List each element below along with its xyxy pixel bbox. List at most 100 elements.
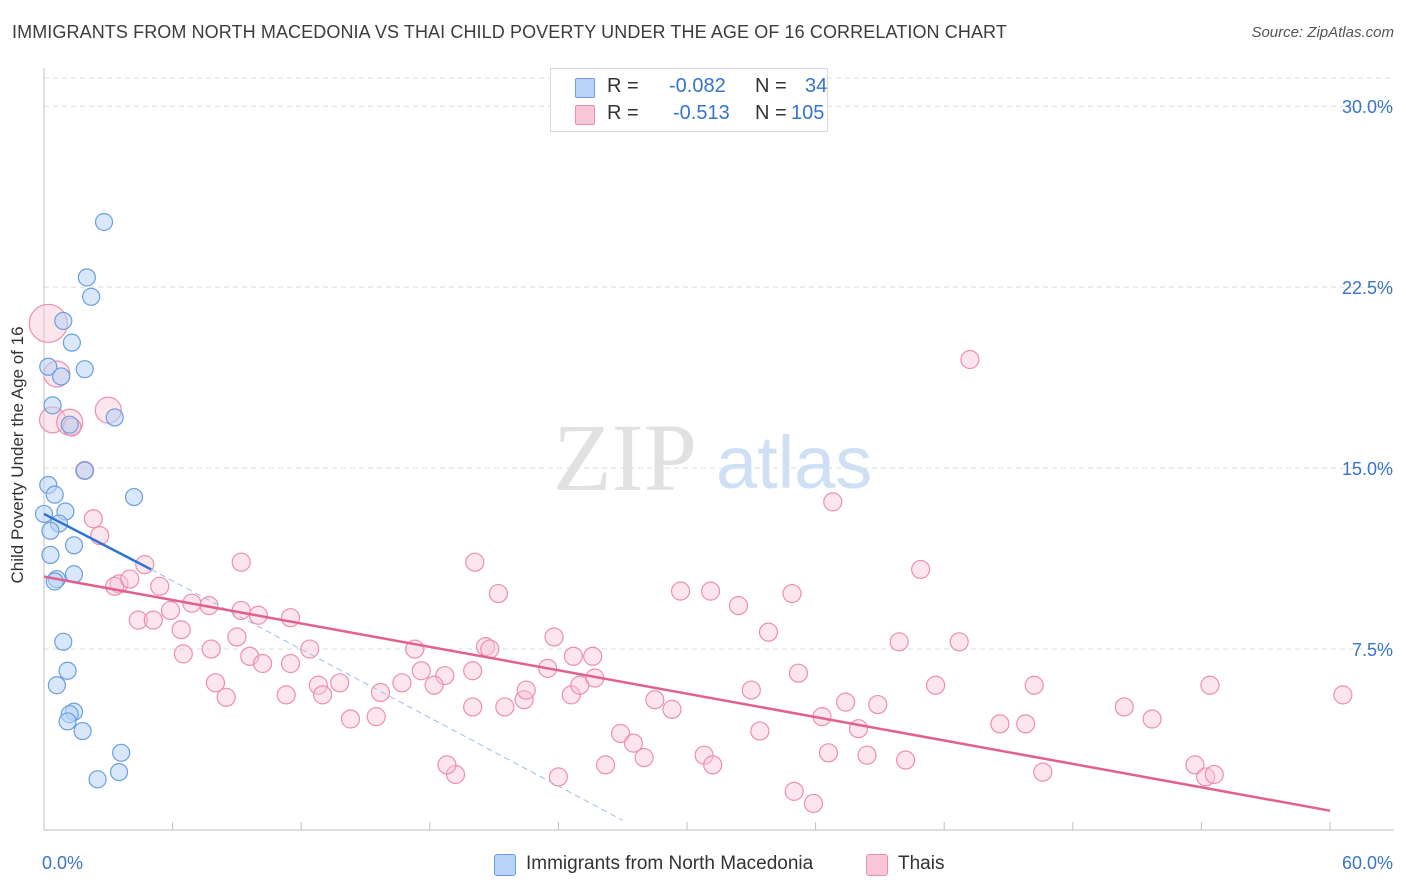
thais-point	[595, 755, 616, 775]
thais-point	[1204, 764, 1224, 785]
thais-point	[583, 646, 603, 666]
thais-point	[1114, 697, 1134, 717]
macedonia-trend-line	[43, 512, 152, 571]
thais-point	[83, 509, 103, 529]
macedonia-point	[64, 536, 84, 555]
thais-point	[120, 569, 140, 589]
thais-point	[308, 675, 328, 695]
thais-point	[1200, 675, 1220, 695]
macedonia-point	[75, 360, 94, 379]
macedonia-point	[45, 485, 64, 504]
macedonia-point	[54, 311, 73, 331]
thais-point	[280, 653, 301, 674]
thais-point	[276, 685, 296, 705]
macedonia-point	[60, 415, 79, 434]
thais-point	[544, 627, 564, 647]
trend-lines	[43, 512, 1331, 821]
legend-n-value: 105	[791, 102, 825, 124]
macedonia-trend-extension	[150, 568, 623, 821]
thais-point	[313, 685, 333, 705]
thais-point	[823, 492, 843, 512]
x-tick-label: 60.0%	[1342, 853, 1393, 873]
thais-point	[960, 349, 980, 370]
thais-point	[758, 622, 779, 642]
thais-point	[623, 733, 644, 753]
thais-point	[836, 692, 856, 712]
thais-point	[411, 661, 431, 681]
macedonia-point	[73, 721, 92, 741]
macedonia-point	[62, 333, 81, 352]
thais-point	[150, 576, 170, 596]
macedonia-point	[88, 770, 107, 789]
thais-point	[173, 644, 193, 664]
thais-point	[465, 552, 485, 572]
legend-swatch-macedonia	[575, 78, 595, 98]
thais-point	[662, 699, 682, 719]
thais-point	[143, 610, 163, 630]
macedonia-point	[82, 287, 101, 306]
thais-point	[750, 721, 770, 741]
legend-n-label: N =	[755, 102, 787, 124]
x-tick-label: 0.0%	[42, 853, 83, 873]
thais-point	[889, 632, 909, 652]
macedonia-point	[124, 487, 144, 507]
thais-point	[782, 583, 802, 604]
thais-point	[370, 682, 391, 703]
thais-point	[857, 745, 877, 765]
correlation-legend: R = -0.082 N = 34 R = -0.513 N = 105	[550, 68, 828, 132]
thais-point	[1024, 675, 1044, 695]
series-swatch-thais	[866, 854, 888, 876]
macedonia-point	[112, 743, 131, 762]
macedonia-point	[45, 572, 64, 591]
macedonia-point	[41, 521, 60, 540]
thais-point	[300, 639, 320, 659]
y-tick-label: 22.5%	[1342, 278, 1393, 298]
thais-trend-line	[43, 575, 1331, 812]
thais-point	[516, 680, 536, 700]
legend-r-label: R =	[607, 102, 639, 124]
series-swatch-macedonia	[494, 854, 516, 876]
macedonia-point	[58, 712, 77, 731]
y-tick-label: 7.5%	[1352, 640, 1393, 660]
legend-swatch-thais	[575, 105, 595, 125]
macedonia-point	[41, 545, 60, 565]
thais-point	[280, 608, 301, 628]
thais-point	[216, 687, 236, 707]
y-axis-label: Child Poverty Under the Age of 16	[8, 326, 27, 584]
thais-point	[463, 661, 483, 681]
thais-point	[1333, 685, 1353, 705]
thais-point	[514, 690, 534, 710]
thais-point	[818, 743, 839, 763]
thais-point	[990, 714, 1010, 734]
y-tick-label: 30.0%	[1342, 97, 1393, 117]
thais-point	[340, 709, 361, 729]
thais-point	[424, 675, 444, 695]
thais-point	[392, 673, 412, 693]
thais-point	[803, 793, 824, 814]
macedonia-point	[105, 408, 124, 427]
source-credit: Source: ZipAtlas.com	[1251, 24, 1394, 41]
macedonia-point	[47, 676, 66, 695]
thais-point	[135, 555, 155, 575]
thais-point	[670, 581, 691, 601]
axes	[43, 68, 1394, 831]
thais-point	[227, 627, 247, 647]
thais-point	[848, 719, 869, 739]
thais-point	[645, 690, 665, 710]
macedonia-point	[54, 632, 73, 651]
thais-points	[28, 303, 1353, 814]
macedonia-point	[75, 461, 94, 480]
legend-r-value: -0.082	[669, 75, 726, 97]
series-label-macedonia: Immigrants from North Macedonia	[526, 853, 814, 874]
watermark: ZIP atlas	[553, 404, 872, 511]
thais-point	[926, 675, 946, 695]
thais-point	[634, 748, 654, 768]
watermark-atlas: atlas	[716, 421, 872, 504]
thais-point	[784, 781, 804, 801]
thais-point	[435, 665, 455, 686]
macedonia-point	[77, 268, 96, 287]
thais-point	[231, 552, 251, 572]
chart-title: IMMIGRANTS FROM NORTH MACEDONIA VS THAI …	[12, 22, 1007, 42]
thais-point	[128, 610, 148, 630]
